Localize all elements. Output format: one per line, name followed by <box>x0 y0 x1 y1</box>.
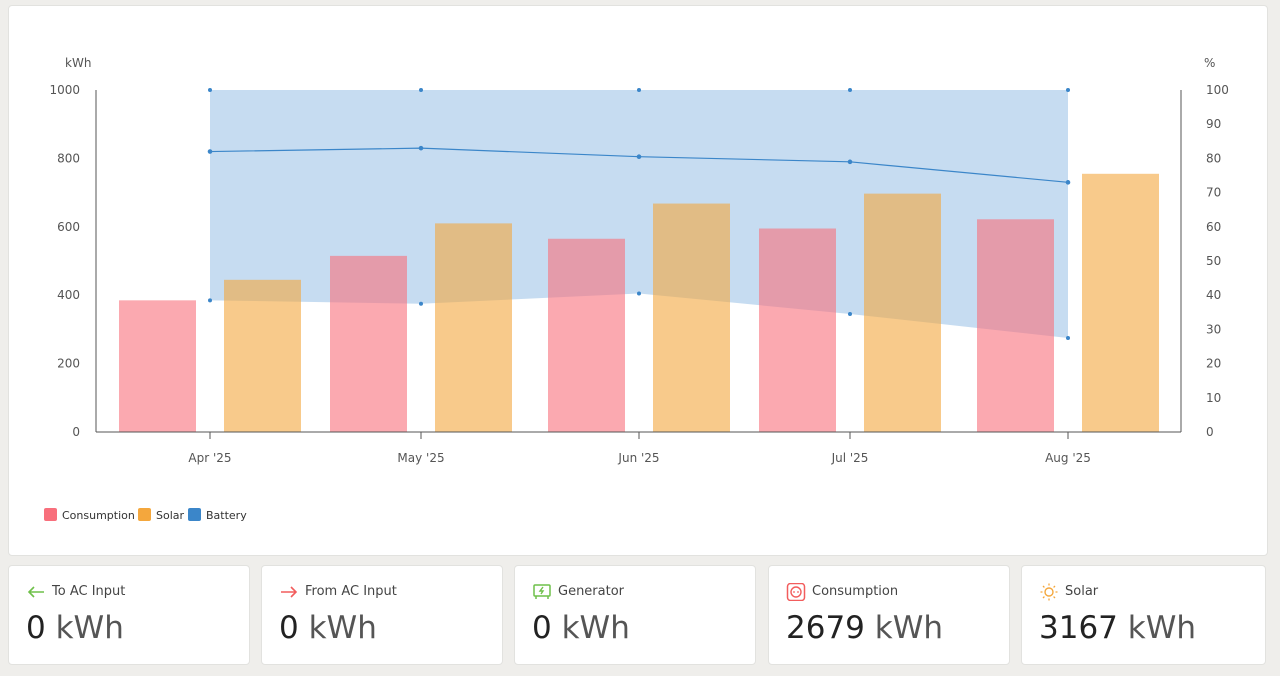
y2-tick-label: 70 <box>1206 186 1221 200</box>
y2-tick-label: 0 <box>1206 425 1214 439</box>
legend-swatch <box>188 508 201 521</box>
y2-tick-label: 20 <box>1206 357 1221 371</box>
battery-max-point <box>848 88 852 92</box>
y2-axis-label: % <box>1204 56 1215 70</box>
battery-range-band <box>210 90 1068 338</box>
y2-tick-label: 80 <box>1206 151 1221 165</box>
y2-tick-label: 10 <box>1206 391 1221 405</box>
legend-swatch <box>138 508 151 521</box>
battery-max-point <box>208 88 212 92</box>
solar-bar <box>435 223 512 432</box>
legend-label: Consumption <box>62 509 135 522</box>
y2-tick-label: 50 <box>1206 254 1221 268</box>
consumption-bar <box>759 228 836 432</box>
stat-value: 0 kWh <box>26 610 124 646</box>
y-tick-label: 0 <box>72 425 80 439</box>
consumption-bar <box>977 219 1054 432</box>
battery-avg-point <box>636 154 642 159</box>
y2-tick-label: 30 <box>1206 322 1221 336</box>
solar-bar <box>864 193 941 432</box>
battery-min-point <box>637 291 641 296</box>
y-axis-label: kWh <box>65 56 91 70</box>
stat-label: To AC Input <box>52 584 126 599</box>
y-tick-label: 200 <box>57 357 80 371</box>
y-tick-label: 600 <box>57 220 80 234</box>
stat-label: Generator <box>558 584 625 599</box>
y-tick-label: 800 <box>57 151 80 165</box>
solar-bar <box>1082 173 1159 433</box>
generator-icon <box>533 584 551 599</box>
energy-chart: kWh % 0 200 400 600 800 1000 0 10 20 30 40 50 60 70 80 90… <box>44 56 1229 522</box>
stat-card-from-ac-input: From AC Input 0 kWh <box>261 565 503 665</box>
stat-card-solar: Solar 3167 kWh <box>1021 565 1266 665</box>
x-tick-label: Jul '25 <box>831 451 869 465</box>
consumption-bar <box>119 300 196 432</box>
battery-avg-point <box>847 159 853 165</box>
stat-label: From AC Input <box>305 584 397 599</box>
battery-avg-point <box>1065 180 1071 185</box>
y-tick-label: 1000 <box>49 83 80 97</box>
stat-card-generator: Generator 0 kWh <box>514 565 756 665</box>
stat-value: 0 kWh <box>532 610 630 646</box>
arrow-left-icon <box>27 586 44 598</box>
x-tick-label: Aug '25 <box>1045 451 1091 465</box>
stat-label: Solar <box>1065 584 1099 599</box>
stat-value: 2679 kWh <box>786 610 944 646</box>
solar-bar <box>224 279 301 432</box>
x-tick-label: Jun '25 <box>617 451 659 465</box>
battery-min-point <box>208 298 212 303</box>
y2-tick-label: 40 <box>1206 288 1221 302</box>
battery-max-point <box>419 88 423 92</box>
stat-value: 3167 kWh <box>1039 610 1197 646</box>
legend-label: Solar <box>156 509 185 522</box>
consumption-bar <box>548 238 625 432</box>
stat-card-consumption: Consumption 2679 kWh <box>768 565 1010 665</box>
arrow-right-icon <box>281 586 298 598</box>
legend-swatch <box>44 508 57 521</box>
chart-card: kWh% 0 200 400 600 800 1000 0 10 20 30 40 50 60 70 80 90… <box>8 5 1268 556</box>
consumption-bar <box>330 255 407 432</box>
battery-min-point <box>848 312 852 317</box>
battery-max-point <box>637 88 641 92</box>
battery-min-point <box>1066 335 1070 340</box>
x-tick-label: Apr '25 <box>188 451 231 465</box>
y-tick-label: 400 <box>57 288 80 302</box>
x-tick-label: May '25 <box>397 451 444 465</box>
y2-tick-label: 90 <box>1206 117 1221 131</box>
legend-label: Battery <box>206 509 247 522</box>
stat-value: 0 kWh <box>279 610 377 646</box>
stat-card-to-ac-input: To AC Input 0 kWh <box>8 565 250 665</box>
stat-label: Consumption <box>812 584 899 599</box>
battery-avg-point <box>418 145 424 151</box>
y2-tick-label: 60 <box>1206 220 1221 234</box>
battery-avg-point <box>207 149 213 154</box>
y2-tick-label: 100 <box>1206 83 1229 97</box>
solar-bar <box>653 203 730 432</box>
battery-max-point <box>1066 88 1070 92</box>
battery-min-point <box>419 301 423 306</box>
sun-icon <box>1040 583 1058 601</box>
outlet-icon <box>786 583 806 601</box>
